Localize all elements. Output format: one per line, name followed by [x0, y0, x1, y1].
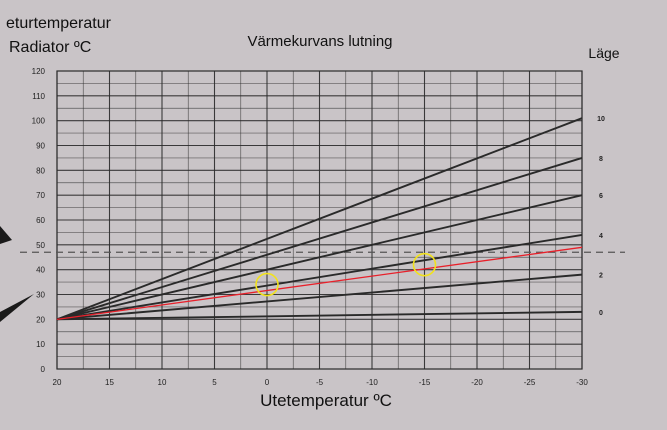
- y-axis-label-line1: eturtemperatur: [6, 15, 112, 32]
- x-tick-label: -5: [316, 378, 324, 387]
- circle-marker: [412, 252, 437, 277]
- x-tick-label: -10: [366, 378, 378, 387]
- right-axis-label: Läge: [588, 45, 619, 61]
- curve-8: [56, 157, 583, 321]
- y-tick-label: 30: [36, 291, 45, 300]
- y-tick-label: 20: [36, 315, 45, 324]
- x-tick-label: -15: [419, 378, 431, 387]
- y-tick-label: 80: [36, 166, 45, 175]
- x-tick-label: 20: [53, 378, 62, 387]
- circle-marker: [255, 272, 279, 297]
- y-tick-label: 100: [32, 117, 46, 126]
- y-tick-label: 90: [36, 142, 45, 151]
- curve-label-0: 0: [599, 310, 603, 317]
- x-tick-label: 15: [105, 378, 114, 387]
- curve-4: [56, 233, 583, 321]
- x-tick-label: -30: [576, 378, 588, 387]
- markers: [255, 252, 437, 297]
- y-tick-label: 110: [32, 92, 45, 101]
- left-arrow-lower: [0, 294, 34, 322]
- curve-0: [56, 310, 583, 321]
- plot-frame: [56, 70, 583, 370]
- x-axis-label: Utetemperatur ºC: [260, 391, 392, 410]
- curve-6: [56, 194, 583, 321]
- y-axis-label-line2: Radiator ºC: [9, 39, 91, 56]
- left-arrow-upper: [0, 226, 12, 244]
- y-tick-label: 0: [41, 365, 46, 374]
- curve-label-2: 2: [599, 273, 603, 280]
- grid: [56, 70, 583, 370]
- y-tick-label: 40: [36, 266, 45, 275]
- y-tick-label: 120: [32, 67, 46, 76]
- x-tick-label: -25: [524, 378, 536, 387]
- y-tick-label: 10: [36, 340, 45, 349]
- y-tick-label: 50: [36, 241, 45, 250]
- curve-10: [56, 117, 583, 321]
- curve-label-8: 8: [599, 156, 603, 163]
- red-curve: [56, 246, 583, 320]
- curve-label-10: 10: [597, 116, 605, 123]
- y-tick-label: 70: [36, 191, 45, 200]
- chart-title: Värmekurvans lutning: [247, 33, 392, 50]
- curve-label-6: 6: [599, 193, 603, 200]
- curve-label-4: 4: [599, 233, 603, 240]
- curve-2: [56, 273, 583, 321]
- x-tick-label: 0: [265, 378, 270, 387]
- x-tick-label: 5: [212, 378, 217, 387]
- y-tick-label: 60: [36, 216, 45, 225]
- x-tick-label: -20: [471, 378, 483, 387]
- x-tick-label: 10: [158, 378, 167, 387]
